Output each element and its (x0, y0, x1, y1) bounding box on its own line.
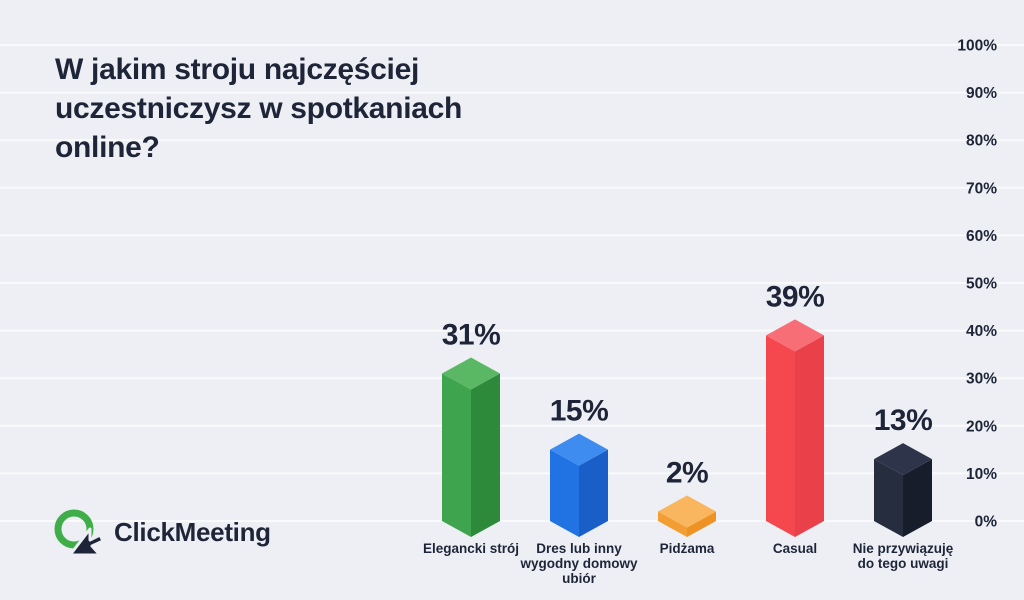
y-axis-tick-label: 100% (957, 38, 997, 55)
clickmeeting-logo-icon (54, 509, 105, 557)
bar-nie-przywiazuje-do-tego-uwagi-right-face (903, 459, 932, 537)
bar-pidzama-right-face (687, 511, 716, 537)
page-title: W jakim stroju najczęściej uczestniczysz… (55, 53, 463, 164)
y-axis-tick-label: 30% (966, 371, 997, 388)
bar-casual-left-face (766, 335, 795, 537)
bar-nie-przywiazuje-do-tego-uwagi-category-label: Nie przywiązuję do tego uwagi (853, 541, 954, 571)
bar-nie-przywiazuje-do-tego-uwagi-value-label: 13% (874, 404, 933, 437)
bar-elegancki-stroj-left-face (442, 373, 471, 537)
bar-pidzama-left-face (658, 511, 687, 537)
y-axis-tick-label: 50% (966, 276, 997, 293)
bar-elegancki-stroj-value-label: 31% (442, 318, 501, 351)
bar-casual-top-face (766, 319, 824, 352)
bar-nie-przywiazuje-do-tego-uwagi-left-face (874, 459, 903, 537)
bar-dres-lub-inny-wygodny-domowy-ubior-left-face (550, 449, 579, 537)
y-axis-tick-label: 0% (975, 514, 998, 531)
y-axis-tick-label: 60% (966, 228, 997, 245)
bar-casual-value-label: 39% (766, 280, 825, 313)
bar-pidzama-value-label: 2% (666, 456, 708, 489)
cursor-arrow-icon (68, 527, 105, 557)
bar-nie-przywiazuje-do-tego-uwagi-top-face (874, 443, 932, 476)
bar-casual-category-label: Casual (773, 541, 817, 556)
bar-dres-lub-inny-wygodny-domowy-ubior-top-face (550, 433, 608, 466)
bar-dres-lub-inny-wygodny-domowy-ubior-value-label: 15% (550, 395, 609, 428)
bar-pidzama-category-label: Pidżama (660, 541, 715, 556)
y-axis-tick-label: 90% (966, 85, 997, 102)
clickmeeting-logo-text: ClickMeeting (114, 516, 271, 547)
bar-elegancki-stroj-category-label: Elegancki strój (423, 541, 519, 556)
bar-dres-lub-inny-wygodny-domowy-ubior-right-face (579, 449, 608, 537)
y-axis-tick-label: 80% (966, 133, 997, 150)
bar-elegancki-stroj-right-face (471, 373, 500, 537)
bar-dres-lub-inny-wygodny-domowy-ubior-category-label: Dres lub inny wygodny domowy ubiór (519, 541, 637, 586)
y-axis-tick-label: 70% (966, 180, 997, 197)
bar-elegancki-stroj-top-face (442, 357, 500, 390)
clickmeeting-logo: ClickMeeting (52, 505, 271, 559)
bar-pidzama-top-face (658, 495, 716, 528)
y-axis-tick-label: 20% (966, 418, 997, 435)
y-axis-tick-label: 10% (966, 466, 997, 483)
bar-casual-right-face (795, 335, 824, 537)
y-axis-tick-label: 40% (966, 323, 997, 340)
